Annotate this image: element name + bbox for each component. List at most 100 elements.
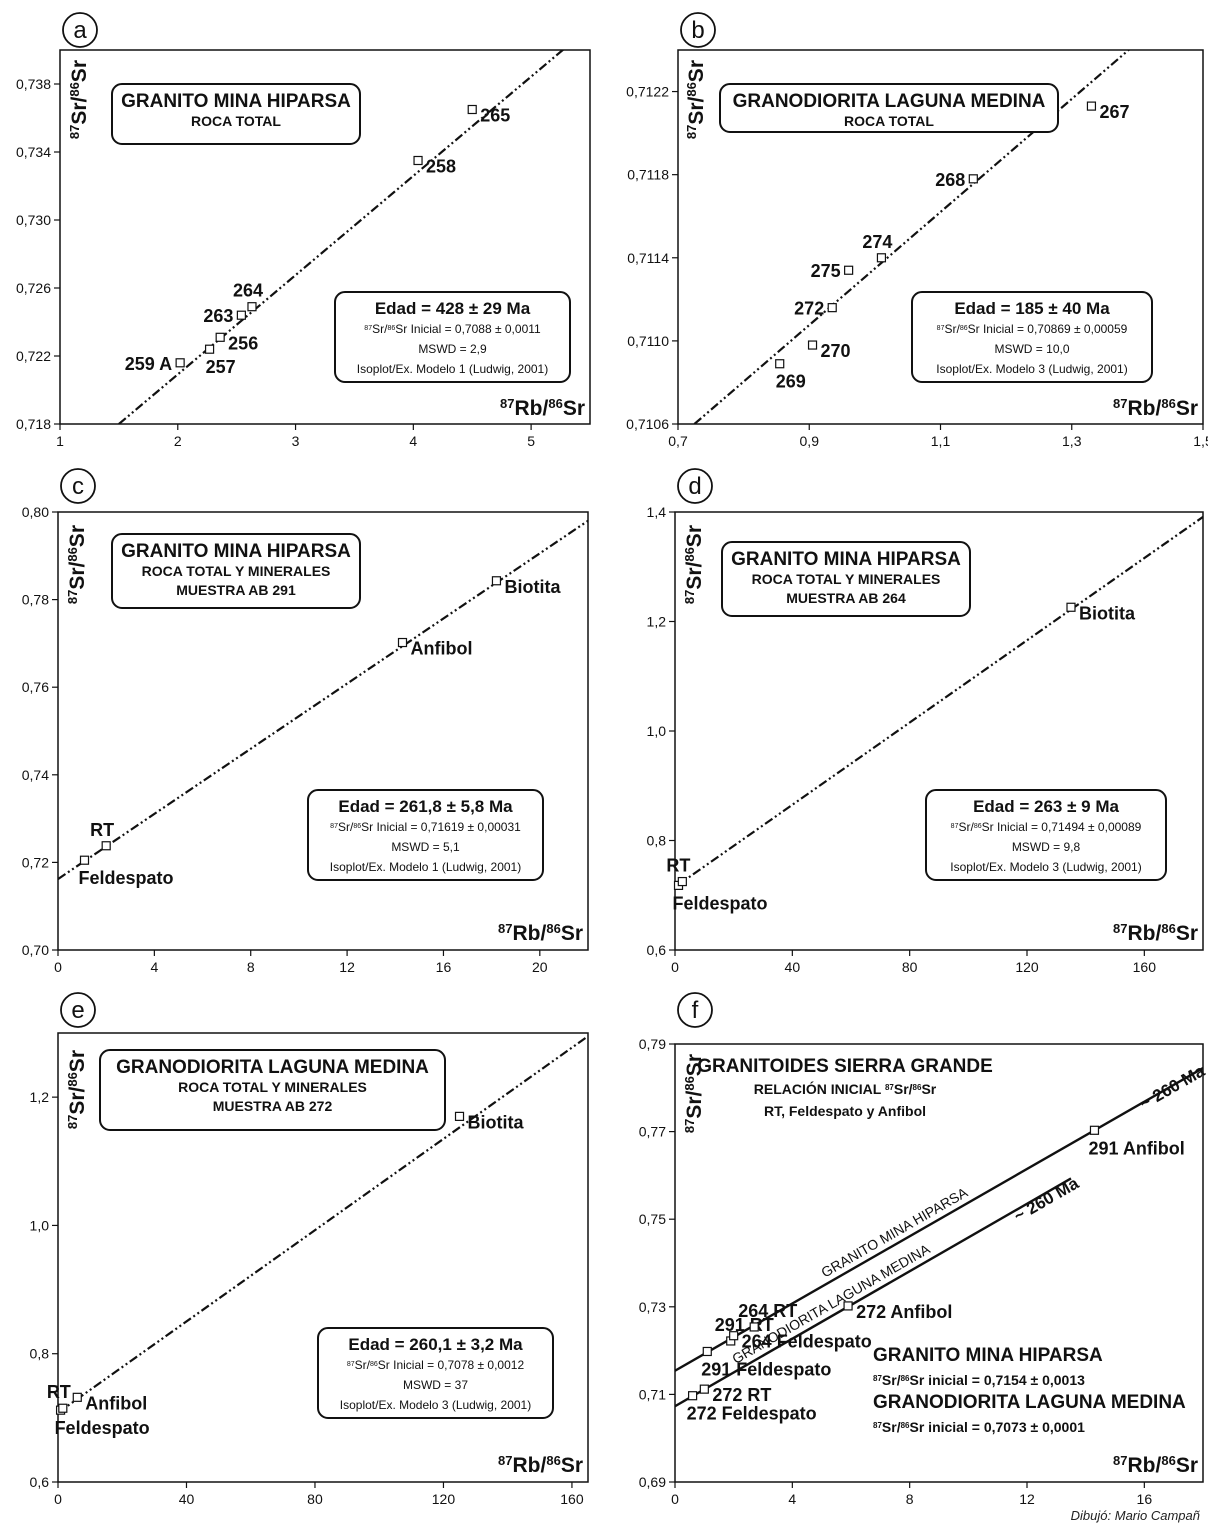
chart-subtitle: ROCA TOTAL Y MINERALES [178, 1079, 367, 1095]
x-tick-label: 120 [1015, 959, 1039, 975]
x-tick-label: 0 [671, 1491, 679, 1507]
x-tick-label: 12 [339, 959, 355, 975]
point-label: Biotita [468, 1112, 525, 1132]
x-tick-label: 8 [906, 1491, 914, 1507]
info-line: 87Sr/86Sr Inicial = 0,70869 ± 0,00059 [937, 322, 1128, 336]
title-box [721, 541, 971, 617]
y-axis-label: 87Sr/86Sr [682, 1054, 707, 1133]
info-line: 87Sr/86Sr Inicial = 0,71494 ± 0,00089 [951, 820, 1142, 834]
panel-letter-circle [60, 992, 96, 1028]
info-line: MSWD = 9,8 [1012, 840, 1081, 854]
point-label: 291 RT [715, 1315, 774, 1335]
point-label: 267 [1099, 102, 1129, 122]
x-tick-label: 160 [560, 1491, 584, 1507]
chart-subtitle: ROCA TOTAL [191, 113, 281, 129]
point-label: 264 RT [738, 1301, 797, 1321]
x-tick-label: 4 [788, 1491, 796, 1507]
info-line: MSWD = 37 [403, 1378, 468, 1392]
info-box [925, 789, 1167, 881]
panel-letter-circle [677, 992, 713, 1028]
data-point [1089, 1125, 1100, 1135]
x-tick-label: 2 [174, 433, 182, 449]
isochron-line [693, 50, 1131, 424]
info-line: 87Sr/86Sr Inicial = 0,7078 ± 0,0012 [347, 1358, 525, 1372]
x-tick-label: 16 [436, 959, 452, 975]
age-label: Edad = 263 ± 9 Ma [973, 797, 1119, 816]
y-tick-label: 0,69 [639, 1474, 666, 1490]
data-point [204, 344, 215, 354]
point-label: 268 [935, 170, 965, 190]
point-label: 272 Feldespato [687, 1404, 817, 1424]
x-tick-label: 1 [56, 433, 64, 449]
y-tick-label: 1,2 [647, 614, 667, 630]
y-tick-label: 0,6 [647, 942, 667, 958]
chart-panel-f: f 0 4 8 12 16 0,69 0,71 0,73 0,75 0,77 0,79 87Rb/86S… [639, 992, 1208, 1507]
y-tick-label: 0,75 [639, 1211, 666, 1227]
info-line: MSWD = 2,9 [418, 342, 487, 356]
x-tick-label: 120 [432, 1491, 456, 1507]
line-age-label: ~ 260 Ma [1011, 1173, 1083, 1225]
data-point [79, 855, 90, 865]
point-label: 263 [203, 306, 233, 326]
x-axis-label: 87Rb/86Sr [1113, 921, 1198, 946]
y-tick-label: 0,8 [30, 1346, 50, 1362]
point-label: 270 [821, 341, 851, 361]
y-tick-label: 0,722 [16, 348, 51, 364]
point-label: 272 [794, 299, 824, 319]
x-tick-label: 12 [1019, 1491, 1035, 1507]
data-point [1066, 602, 1076, 612]
info-box [911, 291, 1153, 383]
data-point [807, 340, 818, 350]
y-tick-label: 0,7114 [627, 250, 669, 266]
y-tick-label: 0,7106 [626, 416, 669, 432]
y-tick-label: 1,0 [30, 1217, 50, 1233]
y-tick-label: 0,7122 [626, 84, 669, 100]
y-tick-label: 0,77 [639, 1124, 666, 1140]
y-axis-label: 87Sr/86Sr [682, 525, 707, 604]
y-tick-label: 0,6 [30, 1474, 50, 1490]
y-tick-label: 0,72 [22, 854, 49, 870]
x-tick-label: 4 [150, 959, 158, 975]
data-point [677, 876, 687, 887]
title-box [111, 83, 361, 145]
x-axis-label: 87Rb/86Sr [498, 921, 583, 946]
x-tick-label: 1,5 [1193, 433, 1208, 449]
info-box [307, 789, 544, 881]
plot-frame [57, 511, 589, 951]
chart-title: GRANODIORITA LAGUNA MEDINA [733, 91, 1046, 112]
info-line: 87Sr/86Sr Inicial = 0,71619 ± 0,00031 [330, 820, 521, 834]
panel-letter: c [72, 473, 84, 500]
panel-letter-circle [680, 12, 716, 48]
data-point [397, 637, 408, 648]
point-label: 291 Anfibol [1088, 1138, 1184, 1158]
y-axis-label: 87Sr/86Sr [684, 60, 709, 139]
y-tick-label: 0,70 [22, 942, 49, 958]
chart-subtitle: MUESTRA AB 272 [213, 1098, 333, 1114]
point-label: 291 Feldespato [701, 1359, 831, 1379]
info-line: Isoplot/Ex. Modelo 3 (Ludwig, 2001) [936, 362, 1127, 376]
x-tick-label: 1,3 [1062, 433, 1082, 449]
info-line: Isoplot/Ex. Modelo 1 (Ludwig, 2001) [357, 362, 548, 376]
title-box [719, 83, 1059, 133]
data-point [687, 1391, 698, 1401]
x-axis-label: 87Rb/86Sr [500, 396, 585, 421]
line-age-label: ~ 260 Ma [1137, 1061, 1208, 1113]
x-axis-label: 87Rb/86Sr [1113, 396, 1198, 421]
reference-line [675, 1177, 1072, 1408]
panel-letter: e [71, 997, 84, 1024]
y-tick-label: 0,76 [22, 679, 49, 695]
point-label: 269 [776, 372, 806, 392]
info-line: 87Sr/86Sr Inicial = 0,7088 ± 0,0011 [364, 322, 541, 336]
x-tick-label: 0 [671, 959, 679, 975]
x-tick-label: 0 [54, 959, 62, 975]
data-point [247, 302, 257, 312]
title-box [111, 533, 361, 609]
point-label: 257 [206, 357, 236, 377]
data-point [1086, 101, 1097, 111]
data-point [844, 265, 854, 275]
x-tick-label: 80 [902, 959, 918, 975]
y-axis-label: 87Sr/86Sr [65, 1050, 90, 1129]
y-tick-label: 0,7110 [627, 333, 669, 349]
x-tick-label: 20 [532, 959, 548, 975]
y-tick-label: 0,71 [639, 1386, 666, 1402]
